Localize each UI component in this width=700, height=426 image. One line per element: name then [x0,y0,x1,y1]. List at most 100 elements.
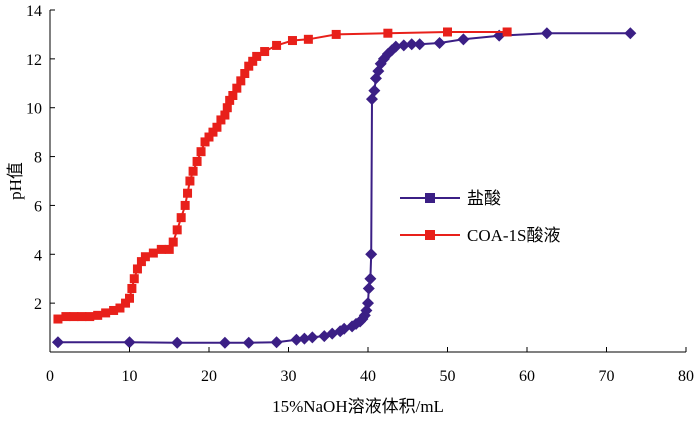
data-point [53,314,63,324]
y-tick-label: 10 [26,101,42,118]
y-tick-label: 4 [34,247,42,264]
data-point [362,297,374,310]
data-point [365,93,378,106]
data-point [109,305,119,315]
data-point [433,36,446,49]
data-point [200,137,210,147]
data-point [172,225,182,235]
data-point [192,156,202,166]
series-line [58,32,631,344]
series-line [57,31,508,320]
data-point [540,27,553,40]
data-point [242,336,255,349]
legend-item-hydrochloric-acid: 盐酸 [400,189,501,208]
data-point [69,312,79,322]
legend: 盐酸 COA-1S酸液 [400,189,561,245]
data-point [413,38,426,51]
data-point [61,312,71,322]
data-point [123,336,136,349]
data-point [298,332,311,345]
x-tick-label: 60 [519,368,535,385]
data-point [240,69,250,79]
data-point [362,282,375,295]
data-point [136,257,146,267]
data-point [127,283,137,293]
data-point [132,264,142,274]
data-point [290,333,303,346]
data-point [218,336,231,349]
data-point [232,83,242,93]
data-point [303,34,313,44]
data-point [331,29,341,39]
data-point [287,36,297,46]
data-point [222,103,232,113]
data-point [228,91,238,100]
data-point [624,27,637,40]
data-point [306,331,319,344]
x-tick-label: 40 [360,368,376,385]
data-point [125,293,134,303]
data-point [164,244,174,254]
data-point [270,336,283,349]
data-point [457,33,470,46]
data-point [129,274,139,284]
data-point [140,252,150,262]
data-point [176,213,186,223]
legend-marker-coa-acid [425,230,435,240]
y-tick-label: 8 [34,150,42,167]
data-point [389,40,402,53]
data-point [248,56,258,66]
x-axis-title: 15%NaOH溶液体积/mL [272,397,444,416]
legend-item-coa-acid: COA-1S酸液 [400,226,561,245]
x-tick-label: 70 [599,368,615,385]
data-point [383,28,393,38]
data-point [185,176,195,186]
data-point [196,147,206,157]
data-point [77,312,87,322]
data-point [204,132,214,142]
data-point [101,308,111,318]
series-coa-acid [53,27,512,324]
data-point [183,188,193,198]
data-point [365,248,378,261]
data-point [115,303,125,313]
data-point [51,336,64,349]
data-point [171,336,184,349]
data-point [443,27,452,37]
y-tick-label: 12 [26,52,42,69]
data-point [212,122,222,132]
y-axis-title: pH值 [6,162,25,200]
data-point [244,61,254,71]
legend-label-coa-acid: COA-1S酸液 [467,226,561,245]
data-point [397,39,410,52]
legend-label-hydrochloric-acid: 盐酸 [467,189,501,208]
data-point [93,310,103,320]
x-ticks: 0 10 20 30 40 50 60 70 80 [46,347,694,385]
data-point [188,166,198,176]
x-tick-label: 80 [678,368,694,385]
data-point [180,200,190,210]
data-point [236,76,246,86]
series-hydrochloric-acid [51,27,637,349]
data-point [225,95,235,105]
x-tick-label: 20 [201,368,217,385]
y-ticks: 2 4 6 8 10 12 14 [26,3,55,313]
data-point [502,27,512,37]
plot-area [51,27,637,349]
data-point [216,115,226,125]
data-point [252,51,262,61]
y-tick-label: 2 [34,296,42,313]
x-tick-label: 10 [122,368,138,385]
x-tick-label: 30 [281,368,297,385]
legend-marker-hydrochloric-acid [425,193,435,203]
data-point [368,84,381,97]
x-tick-label: 50 [440,368,456,385]
data-point [156,244,166,254]
data-point [148,248,158,258]
data-point [220,110,230,120]
x-tick-label: 0 [46,368,54,385]
y-tick-label: 6 [34,198,42,215]
data-point [168,237,178,247]
y-tick-label: 14 [26,3,42,20]
